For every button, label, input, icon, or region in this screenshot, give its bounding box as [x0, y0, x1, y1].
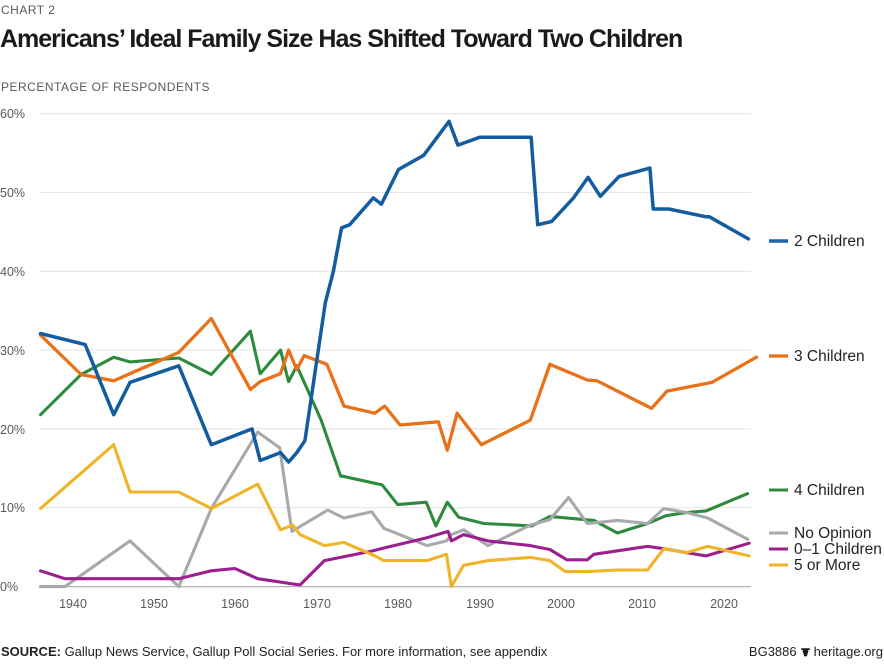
svg-text:1970: 1970 [303, 597, 331, 611]
svg-text:60%: 60% [0, 107, 25, 121]
svg-text:20%: 20% [0, 423, 25, 437]
svg-text:1940: 1940 [59, 597, 87, 611]
svg-text:No Opinion: No Opinion [794, 525, 872, 542]
svg-text:10%: 10% [0, 501, 25, 515]
svg-text:0%: 0% [0, 580, 18, 594]
svg-text:1960: 1960 [221, 597, 249, 611]
svg-text:3 Children: 3 Children [794, 348, 865, 365]
svg-text:2 Children: 2 Children [794, 233, 865, 250]
svg-text:1990: 1990 [466, 597, 494, 611]
svg-text:5 or More: 5 or More [794, 557, 860, 574]
svg-text:50%: 50% [0, 186, 25, 200]
svg-text:30%: 30% [0, 344, 25, 358]
svg-text:1980: 1980 [384, 597, 412, 611]
svg-text:2020: 2020 [710, 597, 738, 611]
svg-text:40%: 40% [0, 265, 25, 279]
svg-text:1950: 1950 [140, 597, 168, 611]
svg-text:2010: 2010 [628, 597, 656, 611]
svg-text:0–1 Children: 0–1 Children [794, 541, 882, 558]
svg-text:2000: 2000 [547, 597, 575, 611]
svg-text:4 Children: 4 Children [794, 482, 865, 499]
